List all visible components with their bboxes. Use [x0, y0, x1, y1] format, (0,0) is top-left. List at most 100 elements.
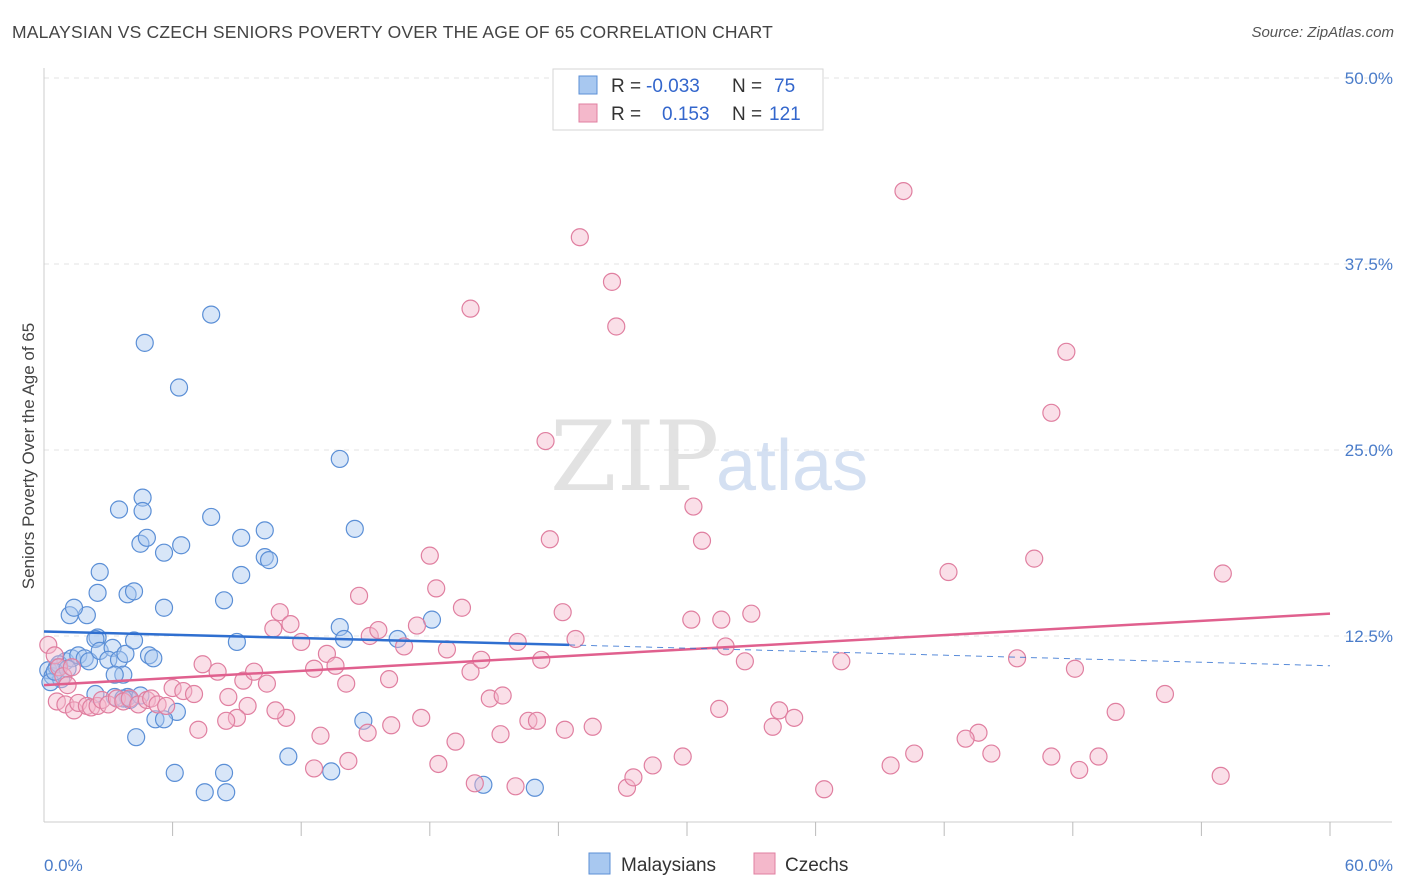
series-malaysians [39, 305, 544, 802]
data-point [388, 629, 407, 649]
legend-r-value-1: -0.033 [646, 76, 700, 97]
data-point [165, 763, 184, 782]
data-point [277, 708, 296, 727]
data-point [1089, 747, 1108, 766]
trend-line-malaysians-extrapolated [569, 644, 1331, 667]
data-point [330, 617, 349, 637]
data-point [345, 519, 364, 538]
data-point [137, 528, 156, 547]
data-point [109, 500, 129, 519]
data-point [1213, 564, 1232, 583]
axes [43, 68, 1392, 836]
data-point [349, 586, 369, 605]
data-point [525, 778, 544, 797]
data-point [154, 543, 174, 562]
data-point [624, 768, 643, 787]
data-point [184, 684, 204, 704]
data-point [536, 431, 555, 451]
trend-line-malaysians [43, 630, 570, 647]
data-point [742, 604, 761, 623]
data-point [735, 652, 754, 671]
data-point [202, 305, 221, 324]
data-point [116, 644, 135, 663]
data-point [982, 744, 1001, 763]
data-point [461, 662, 480, 681]
data-point [379, 670, 399, 689]
data-point [232, 528, 251, 547]
data-point [193, 655, 212, 674]
data-point [337, 674, 356, 693]
trend-line-czechs [43, 612, 1331, 687]
data-point [326, 656, 345, 675]
data-point [292, 632, 311, 652]
data-point [684, 497, 703, 516]
data-point [956, 729, 975, 748]
data-point [427, 579, 446, 598]
bottom-legend-swatch-pink [753, 852, 776, 875]
data-point [174, 681, 193, 701]
data-point [692, 531, 712, 550]
data-point [1057, 342, 1076, 361]
legend-swatch-pink [578, 103, 598, 123]
data-point [446, 732, 465, 751]
data-point [527, 711, 547, 730]
data-point [172, 536, 191, 555]
bottom-legend-swatch-blue [588, 852, 611, 875]
data-point [881, 756, 900, 775]
data-point [506, 777, 525, 796]
data-point [1042, 747, 1061, 766]
data-point [493, 686, 512, 705]
data-point [270, 603, 289, 622]
chart-title: MALAYSIAN VS CZECH SENIORS POVERTY OVER … [12, 22, 774, 42]
data-point [339, 751, 358, 771]
data-point [461, 299, 480, 318]
data-point [232, 565, 251, 585]
data-point [195, 783, 214, 802]
data-point [369, 620, 388, 640]
data-point [420, 546, 439, 565]
data-point [710, 699, 729, 719]
data-point [124, 631, 144, 650]
x-tick-label-max: 60.0% [1345, 856, 1393, 875]
data-point [712, 610, 731, 629]
data-point [452, 598, 472, 617]
data-point [154, 598, 174, 617]
data-point [127, 728, 146, 747]
data-point [437, 640, 457, 659]
data-point [1042, 403, 1061, 422]
data-point [394, 637, 414, 656]
data-point [617, 778, 637, 797]
legend-swatch-blue [578, 75, 598, 95]
data-point [255, 521, 274, 540]
data-point [465, 774, 484, 793]
data-point [815, 780, 834, 799]
data-point [105, 665, 124, 684]
data-point [45, 646, 64, 665]
source-label: Source: ZipAtlas.com [1251, 24, 1394, 41]
data-point [491, 725, 510, 744]
data-point [64, 598, 84, 617]
y-tick-labels: 12.5% 25.0% 37.5% 50.0% [1345, 69, 1393, 646]
data-point [607, 317, 626, 336]
data-point [133, 488, 152, 507]
data-point [322, 762, 341, 781]
data-point [583, 717, 602, 736]
legend-n-value-2: 121 [769, 104, 801, 125]
legend-r-label-1: R = [611, 76, 641, 97]
data-point [412, 708, 431, 727]
data-point [832, 652, 851, 671]
watermark-atlas: atlas [716, 426, 868, 506]
data-point [304, 759, 324, 778]
watermark-zip: ZIP [550, 401, 719, 513]
data-point [553, 603, 572, 622]
data-point [682, 610, 701, 629]
data-point [407, 616, 427, 635]
data-point [227, 708, 246, 727]
data-point [785, 708, 804, 727]
data-point [217, 711, 236, 730]
bottom-legend-malaysians: Malaysians [621, 855, 716, 876]
data-point [1065, 659, 1085, 678]
data-point [311, 726, 330, 745]
data-point [358, 723, 377, 742]
